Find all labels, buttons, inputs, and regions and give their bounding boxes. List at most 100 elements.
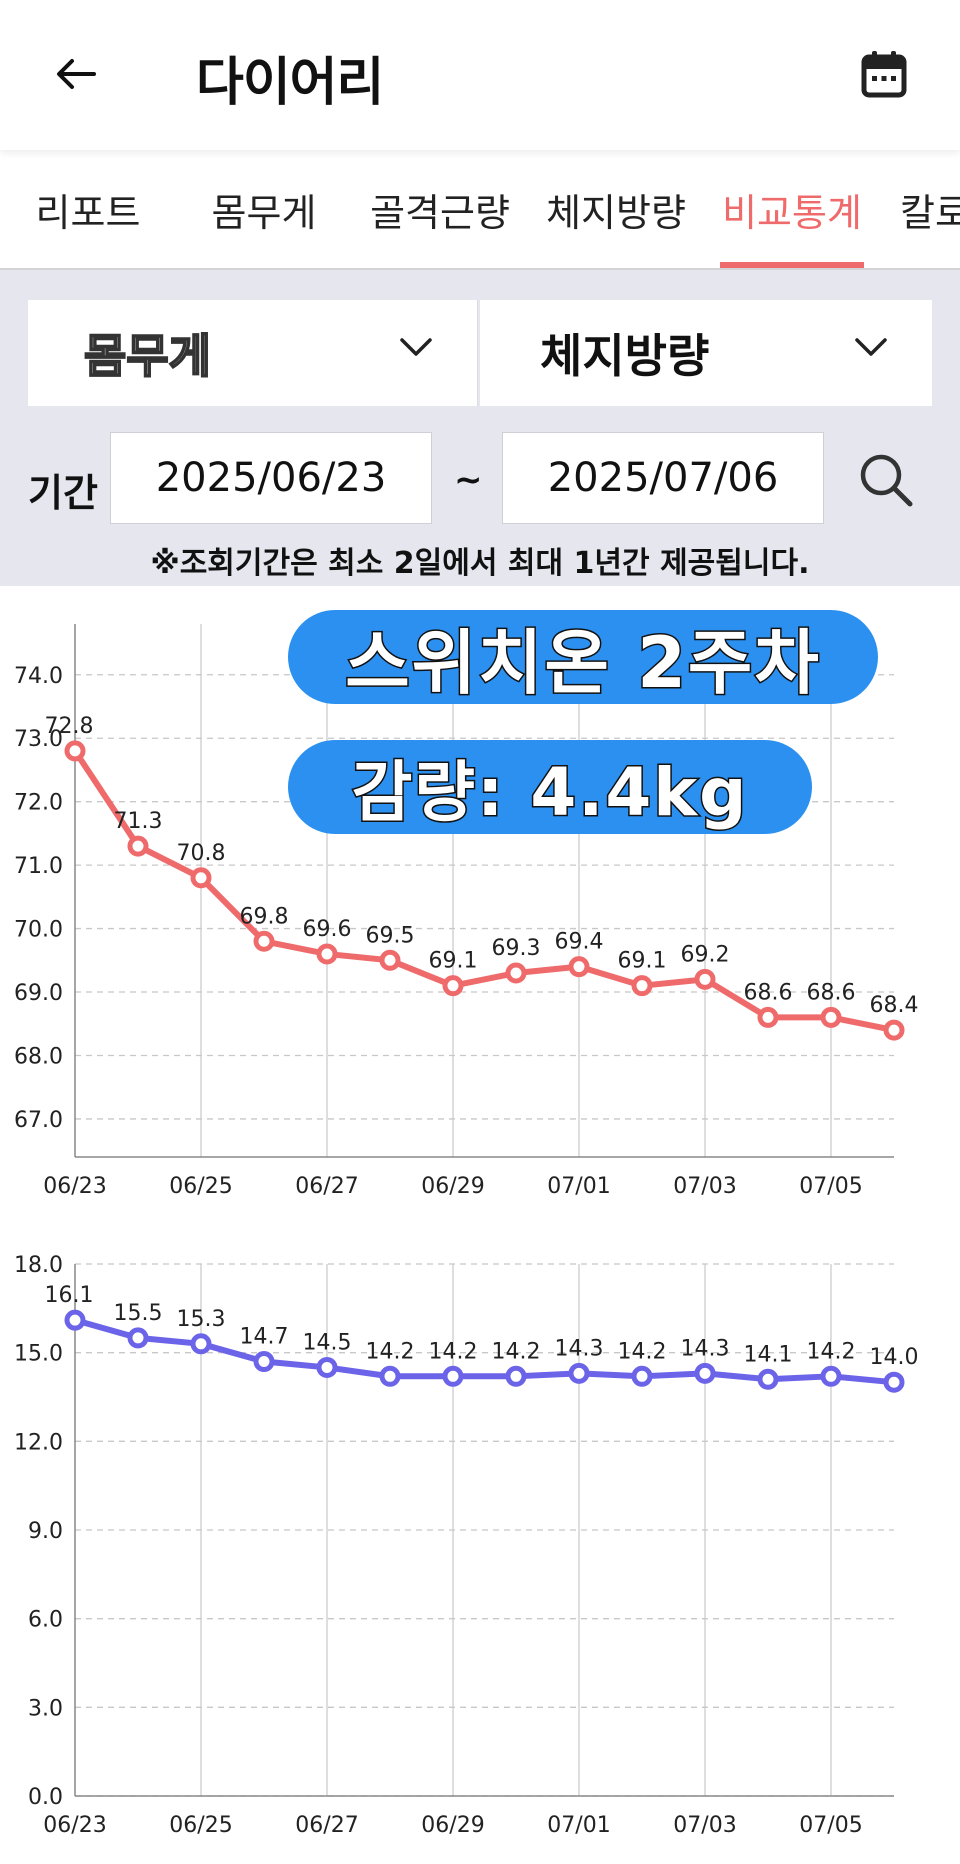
data-point: [505, 962, 527, 984]
x-tick-label: 06/25: [169, 1813, 232, 1838]
data-point: [757, 1368, 779, 1390]
y-tick-label: 9.0: [28, 1519, 63, 1544]
data-label: 16.1: [45, 1283, 94, 1308]
calendar-icon: [861, 51, 907, 98]
data-point: [820, 1365, 842, 1387]
x-tick-label: 07/05: [799, 1813, 862, 1838]
x-tick-label: 06/29: [421, 1174, 484, 1199]
series-line: [72, 1317, 897, 1386]
metric-select-left[interactable]: 몸무게: [28, 300, 478, 406]
data-point: [568, 956, 590, 978]
y-tick-label: 72.0: [14, 791, 63, 816]
data-point: [190, 867, 212, 889]
data-point: [694, 968, 716, 990]
data-label: 71.3: [114, 809, 163, 834]
data-label: 69.2: [681, 942, 730, 967]
data-point: [568, 1362, 590, 1384]
data-label: 14.1: [744, 1342, 793, 1367]
data-point: [127, 835, 149, 857]
y-tick-label: 6.0: [28, 1608, 63, 1633]
x-tick-label: 07/05: [799, 1174, 862, 1199]
data-label: 14.2: [618, 1339, 667, 1364]
x-tick-label: 07/03: [673, 1174, 736, 1199]
data-label: 69.8: [240, 904, 289, 929]
data-point: [631, 975, 653, 997]
period-notice: ※조회기간은 최소 2일에서 최대 1년간 제공됩니다.: [150, 546, 810, 581]
chevron-down-icon: [855, 338, 887, 356]
end-date-field[interactable]: 2025/07/06: [502, 432, 824, 524]
tab-calorie[interactable]: 칼로: [900, 190, 960, 235]
app-bar: 다이어리: [0, 0, 960, 150]
data-label: 69.3: [492, 936, 541, 961]
chevron-down-icon: [400, 338, 432, 356]
data-label: 14.5: [303, 1330, 352, 1355]
back-arrow-icon: [57, 59, 96, 89]
x-tick-label: 07/01: [547, 1813, 610, 1838]
x-tick-label: 07/03: [673, 1813, 736, 1838]
data-label: 14.2: [807, 1339, 856, 1364]
data-point: [253, 1351, 275, 1373]
data-point: [442, 975, 464, 997]
back-button[interactable]: [52, 46, 100, 102]
series-line: [72, 747, 897, 1034]
data-point: [883, 1019, 905, 1041]
data-label: 68.6: [744, 980, 793, 1005]
x-tick-label: 06/27: [295, 1813, 358, 1838]
tab-weight[interactable]: 몸무게: [211, 190, 317, 235]
metric-select-right[interactable]: 체지방량: [480, 300, 932, 406]
data-point: [64, 1309, 86, 1331]
x-tick-label: 06/27: [295, 1174, 358, 1199]
search-icon: [860, 454, 913, 507]
data-point: [694, 1362, 716, 1384]
calendar-button[interactable]: [856, 44, 912, 104]
data-point: [631, 1365, 653, 1387]
x-tick-label: 07/01: [547, 1174, 610, 1199]
tab-skeletal-muscle[interactable]: 골격근량: [370, 190, 510, 235]
y-tick-label: 70.0: [14, 918, 63, 943]
data-label: 14.2: [366, 1339, 415, 1364]
y-tick-label: 0.0: [28, 1785, 63, 1810]
data-point: [379, 1365, 401, 1387]
tab-report[interactable]: 리포트: [35, 190, 141, 235]
y-tick-label: 67.0: [14, 1108, 63, 1133]
data-label: 14.2: [429, 1339, 478, 1364]
start-date-field[interactable]: 2025/06/23: [110, 432, 432, 524]
y-tick-label: 74.0: [14, 664, 63, 689]
data-label: 68.4: [870, 993, 919, 1018]
period-label: 기간: [28, 471, 98, 515]
overlay-caption-week: 스위치온 2주차: [288, 610, 878, 705]
data-point: [883, 1371, 905, 1393]
x-tick-label: 06/23: [43, 1813, 106, 1838]
y-tick-label: 69.0: [14, 981, 63, 1006]
data-label: 14.3: [555, 1336, 604, 1361]
data-label: 14.0: [870, 1345, 919, 1370]
tab-body-fat[interactable]: 체지방량: [546, 190, 686, 235]
data-label: 15.3: [177, 1307, 226, 1332]
y-tick-label: 18.0: [14, 1253, 63, 1278]
data-point: [253, 930, 275, 952]
metric-select-left-value: 몸무게: [83, 328, 212, 384]
search-button[interactable]: [856, 450, 916, 510]
y-tick-label: 73.0: [14, 727, 63, 752]
tab-bar: 리포트 몸무게 골격근량 체지방량 비교통계 칼로: [0, 150, 960, 270]
filter-panel: 몸무게 체지방량 기간 2025/06/23 ~ 2025/07/06 ※조회기…: [0, 270, 960, 586]
y-tick-label: 3.0: [28, 1696, 63, 1721]
data-point: [757, 1006, 779, 1028]
data-label: 14.3: [681, 1336, 730, 1361]
data-label: 69.6: [303, 917, 352, 942]
data-point: [64, 740, 86, 762]
page-title: 다이어리: [196, 53, 384, 113]
y-tick-label: 15.0: [14, 1342, 63, 1367]
data-label: 69.1: [618, 949, 667, 974]
data-label: 69.5: [366, 923, 415, 948]
metric-select-right-value: 체지방량: [540, 329, 710, 383]
data-label: 69.1: [429, 949, 478, 974]
data-label: 14.7: [240, 1325, 289, 1350]
tab-compare-stats[interactable]: 비교통계: [720, 150, 864, 268]
body-fat-line-chart: 06/23 06/25 06/27 06/29 07/01 07/03 07/05 0.0 3.…: [14, 1253, 919, 1838]
x-tick-label: 06/29: [421, 1813, 484, 1838]
data-point: [505, 1365, 527, 1387]
data-point: [442, 1365, 464, 1387]
date-separator: ~: [454, 460, 483, 500]
data-label: 15.5: [114, 1301, 163, 1326]
